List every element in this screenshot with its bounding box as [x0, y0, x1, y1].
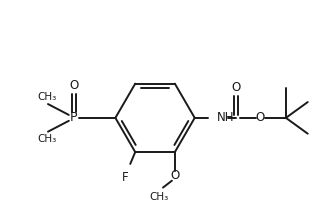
Text: O: O [256, 111, 265, 124]
Text: CH₃: CH₃ [149, 192, 169, 203]
Text: NH: NH [216, 111, 234, 124]
Text: CH₃: CH₃ [37, 134, 56, 144]
Text: O: O [69, 79, 78, 92]
Text: O: O [232, 81, 241, 94]
Text: F: F [122, 171, 129, 184]
Text: CH₃: CH₃ [37, 92, 56, 102]
Text: O: O [170, 169, 179, 182]
Text: P: P [70, 111, 77, 124]
